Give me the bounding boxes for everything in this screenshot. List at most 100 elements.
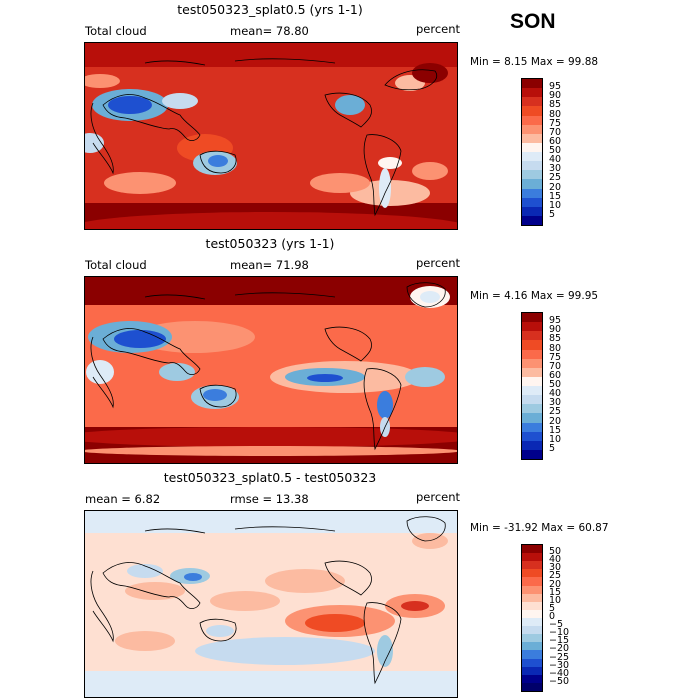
colorbar-swatch xyxy=(522,440,542,450)
panel-1-variable-label: Total cloud xyxy=(85,24,147,38)
colorbar-tick-label: 15 xyxy=(549,424,562,436)
colorbar-swatch xyxy=(522,431,542,441)
colorbar-swatch xyxy=(522,666,542,675)
colorbar-tick-label: 70 xyxy=(549,126,562,138)
panel-1-field xyxy=(85,43,457,229)
colorbar-tick-label: 40 xyxy=(549,154,562,166)
colorbar-swatch xyxy=(522,331,542,341)
colorbar-tick-label: 5 xyxy=(549,602,556,614)
panel-1-title: test050323_splat0.5 (yrs 1-1) xyxy=(177,2,363,17)
colorbar-swatch xyxy=(522,449,542,459)
colorbar-tick-label: 75 xyxy=(549,351,562,363)
colorbar-tick-label: 5 xyxy=(549,442,556,454)
panel-2-mean-label: mean= 71.98 xyxy=(230,258,309,272)
colorbar-swatch xyxy=(522,626,542,635)
panel-2-variable-label: Total cloud xyxy=(85,258,147,272)
colorbar-tick-label: 25 xyxy=(549,172,562,184)
colorbar-tick-label: 10 xyxy=(549,594,562,606)
colorbar-tick-label: −5 xyxy=(549,619,564,631)
colorbar-tick-label: 30 xyxy=(549,397,562,409)
colorbar-tick-label: −30 xyxy=(549,659,570,671)
panel-3-units-label: percent xyxy=(416,490,461,504)
colorbar-tick-label: 10 xyxy=(549,199,562,211)
colorbar-swatch xyxy=(522,152,542,162)
panel-3-colorbar-ticks: 50 40 30 25 20 15 10 5 0 −5 −10 −15 −20 −25 −30 −40 −50 xyxy=(549,544,583,692)
colorbar-tick-label: 90 xyxy=(549,324,562,336)
colorbar-tick-label: 5 xyxy=(549,208,556,220)
colorbar-swatch xyxy=(522,367,542,377)
colorbar-tick-label: −40 xyxy=(549,667,570,679)
panel-3-mean-label: mean = 6.82 xyxy=(85,492,161,506)
colorbar-swatch xyxy=(522,97,542,107)
panel-2-map xyxy=(84,276,458,464)
colorbar-tick-label: 85 xyxy=(549,333,562,345)
colorbar-tick-label: 50 xyxy=(549,379,562,390)
colorbar-tick-label: 80 xyxy=(549,108,562,120)
colorbar-tick-label: 0 xyxy=(549,611,556,622)
colorbar-swatch xyxy=(522,617,542,627)
panel-3-field xyxy=(85,511,457,697)
panel-1-minmax: Min = 8.15 Max = 99.88 xyxy=(470,56,599,68)
colorbar-swatch xyxy=(522,197,542,207)
colorbar-tick-label: 20 xyxy=(549,181,562,193)
colorbar-swatch xyxy=(522,179,542,189)
colorbar-tick-label: 60 xyxy=(549,369,562,381)
colorbar-swatch xyxy=(522,682,542,691)
colorbar-swatch xyxy=(522,545,542,554)
colorbar-swatch xyxy=(522,585,542,594)
colorbar-swatch xyxy=(522,88,542,98)
colorbar-tick-label: −25 xyxy=(549,651,570,663)
panel-2-minmax: Min = 4.16 Max = 99.95 xyxy=(470,290,599,302)
colorbar-tick-label: 20 xyxy=(549,578,562,590)
colorbar-swatch xyxy=(522,593,542,602)
panel-2-colorbar-ticks: 95 90 85 80 75 70 60 50 40 30 25 20 15 10 5 xyxy=(549,312,579,460)
colorbar-tick-label: 10 xyxy=(549,433,562,445)
colorbar-swatch xyxy=(522,79,542,89)
colorbar-swatch xyxy=(522,322,542,332)
colorbar-swatch xyxy=(522,569,542,578)
colorbar-tick-label: 30 xyxy=(549,163,562,175)
colorbar-tick-label: −15 xyxy=(549,635,570,647)
colorbar-tick-label: 95 xyxy=(549,315,562,327)
panel-1-colorbar xyxy=(521,78,543,226)
colorbar-tick-label: 90 xyxy=(549,90,562,102)
colorbar-tick-label: 50 xyxy=(549,145,562,156)
colorbar-swatch xyxy=(522,215,542,225)
colorbar-swatch xyxy=(522,395,542,405)
colorbar-swatch xyxy=(522,170,542,180)
colorbar-tick-label: 80 xyxy=(549,342,562,354)
colorbar-swatch xyxy=(522,188,542,198)
colorbar-swatch xyxy=(522,404,542,414)
colorbar-tick-label: 25 xyxy=(549,406,562,418)
colorbar-swatch xyxy=(522,376,542,386)
colorbar-tick-label: 15 xyxy=(549,190,562,202)
colorbar-swatch xyxy=(522,142,542,152)
colorbar-swatch xyxy=(522,561,542,570)
colorbar-swatch xyxy=(522,553,542,562)
colorbar-swatch xyxy=(522,642,542,651)
panel-1-units-label: percent xyxy=(416,22,461,36)
colorbar-swatch xyxy=(522,340,542,350)
colorbar-tick-label: 25 xyxy=(549,570,562,582)
panel-3-colorbar xyxy=(521,544,543,692)
colorbar-tick-label: 85 xyxy=(549,99,562,111)
colorbar-swatch xyxy=(522,133,542,143)
panel-2-colorbar xyxy=(521,312,543,460)
colorbar-tick-label: 50 xyxy=(549,546,562,558)
colorbar-swatch xyxy=(522,674,542,683)
colorbar-tick-label: −10 xyxy=(549,627,570,639)
colorbar-tick-label: 70 xyxy=(549,360,562,372)
colorbar-tick-label: 20 xyxy=(549,415,562,427)
colorbar-tick-label: 75 xyxy=(549,117,562,129)
colorbar-swatch xyxy=(522,422,542,432)
panel-3-minmax: Min = -31.92 Max = 60.87 xyxy=(470,522,609,534)
panel-2-field xyxy=(85,277,457,463)
panel-3-map xyxy=(84,510,458,698)
panel-1-mean-label: mean= 78.80 xyxy=(230,24,309,38)
colorbar-swatch xyxy=(522,115,542,125)
panel-1-map xyxy=(84,42,458,230)
colorbar-tick-label: −20 xyxy=(549,643,570,655)
colorbar-swatch xyxy=(522,206,542,216)
panel-2-units-label: percent xyxy=(416,256,461,270)
panel-1-colorbar-ticks: 95 90 85 80 75 70 60 50 40 30 25 20 15 10 5 xyxy=(549,78,579,226)
